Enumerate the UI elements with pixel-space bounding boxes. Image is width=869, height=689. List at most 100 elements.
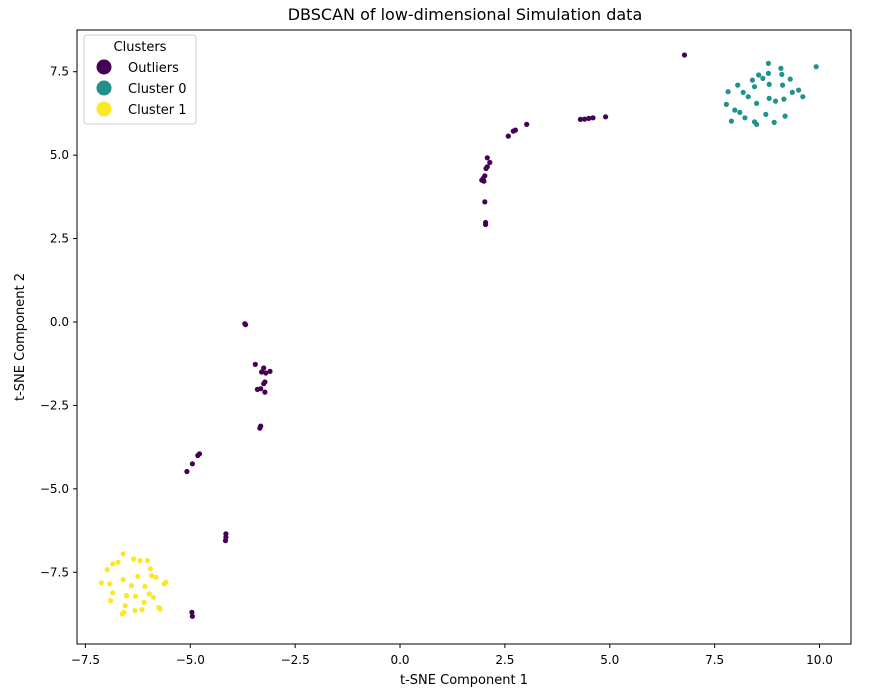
point-cluster-0-13	[725, 89, 731, 95]
point-cluster-1-15	[161, 581, 167, 587]
point-cluster-1-5	[110, 561, 116, 567]
point-cluster-0-25	[737, 109, 743, 115]
point-outliers-38	[184, 468, 190, 475]
point-cluster-0-22	[723, 101, 730, 107]
point-outliers-5	[577, 116, 584, 122]
legend-box	[83, 34, 197, 125]
point-cluster-1-14	[107, 581, 113, 587]
legend-marker-cluster-0	[96, 80, 112, 96]
point-cluster-1-3	[144, 558, 151, 564]
x-axis-ticks: −7.5 −5.0 −2.5 0.0 2.5 5.0 7.5 10.0	[71, 644, 833, 667]
point-cluster-0-7	[760, 75, 766, 81]
point-cluster-0-32	[754, 121, 760, 127]
point-cluster-0-26	[763, 111, 769, 117]
point-cluster-0-23	[754, 100, 760, 106]
x-tick-label: 5.0	[600, 653, 619, 667]
y-axis-label: t-SNE Component 2	[13, 273, 28, 401]
point-cluster-0-15	[796, 87, 802, 93]
point-outliers-4	[582, 116, 588, 122]
point-cluster-0-16	[789, 89, 795, 95]
point-outliers-13	[483, 165, 489, 172]
point-outliers-41	[222, 538, 229, 544]
point-outliers-32	[262, 389, 268, 395]
point-cluster-1-27	[157, 606, 163, 612]
point-outliers-1	[603, 114, 609, 120]
x-tick-label: 7.5	[705, 653, 724, 667]
point-cluster-1-18	[110, 590, 116, 596]
point-cluster-0-31	[771, 119, 777, 125]
y-axis-ticks: −7.5 −5.0 −2.5 0.0 2.5 5.0 7.5	[40, 65, 77, 579]
point-cluster-0-11	[766, 81, 772, 87]
point-cluster-0-28	[742, 115, 748, 121]
point-outliers-9	[505, 133, 511, 139]
x-tick-label: −7.5	[71, 653, 100, 667]
point-cluster-1-10	[153, 574, 159, 580]
point-cluster-1-1	[131, 556, 137, 562]
legend-label-cluster-1: Cluster 1	[128, 103, 187, 118]
legend-label-cluster-0: Cluster 0	[128, 82, 187, 97]
point-cluster-1-16	[128, 583, 135, 589]
point-cluster-0-0	[813, 64, 819, 70]
point-cluster-0-24	[732, 107, 738, 113]
point-cluster-1-4	[115, 559, 121, 565]
y-tick-label: 7.5	[50, 65, 69, 79]
point-outliers-34	[257, 425, 263, 431]
point-cluster-0-29	[728, 118, 735, 124]
point-cluster-0-1	[765, 60, 772, 66]
point-cluster-1-6	[104, 567, 110, 573]
point-cluster-1-28	[132, 608, 138, 614]
y-tick-label: 0.0	[50, 315, 69, 329]
point-outliers-2	[590, 115, 596, 121]
point-outliers-24	[261, 365, 267, 371]
point-outliers-0	[681, 52, 688, 58]
point-outliers-37	[189, 461, 195, 467]
point-outliers-25	[267, 368, 273, 374]
point-outliers-10	[484, 155, 490, 161]
point-cluster-1-21	[133, 593, 139, 599]
legend-title: Clusters	[114, 40, 167, 55]
y-tick-label: 5.0	[50, 148, 69, 162]
point-cluster-0-5	[779, 71, 785, 77]
point-outliers-8	[510, 128, 516, 134]
point-outliers-31	[258, 386, 264, 392]
point-cluster-0-17	[745, 94, 751, 100]
point-cluster-1-25	[122, 603, 128, 609]
legend-label-outliers: Outliers	[128, 61, 179, 76]
x-tick-label: 10.0	[806, 653, 833, 667]
point-outliers-18	[482, 199, 488, 205]
point-cluster-0-14	[740, 89, 746, 95]
point-outliers-36	[195, 452, 201, 459]
point-cluster-0-8	[787, 76, 793, 82]
point-cluster-0-18	[766, 95, 772, 101]
point-cluster-1-13	[98, 580, 104, 586]
point-cluster-0-21	[772, 98, 779, 104]
point-cluster-1-22	[150, 594, 156, 600]
plot-area	[77, 30, 851, 644]
point-outliers-17	[481, 178, 487, 184]
point-outliers-26	[259, 369, 265, 375]
point-cluster-1-0	[120, 551, 126, 557]
point-cluster-1-20	[123, 593, 130, 599]
point-cluster-1-24	[141, 599, 147, 605]
point-outliers-11	[487, 159, 493, 166]
point-outliers-20	[483, 221, 489, 228]
chart-title: DBSCAN of low-dimensional Simulation dat…	[288, 5, 643, 24]
point-cluster-1-7	[147, 566, 153, 572]
point-outliers-6	[524, 121, 530, 127]
x-tick-label: 0.0	[390, 653, 409, 667]
point-cluster-1-19	[146, 591, 152, 597]
point-outliers-42	[189, 609, 195, 615]
y-tick-label: −2.5	[40, 398, 69, 412]
point-cluster-0-19	[781, 96, 787, 102]
point-outliers-29	[261, 381, 267, 387]
point-cluster-0-27	[782, 113, 788, 119]
point-outliers-3	[586, 115, 592, 121]
x-tick-label: 2.5	[495, 653, 514, 667]
x-tick-label: −5.0	[176, 653, 205, 667]
points-layer	[98, 52, 819, 619]
point-cluster-0-4	[765, 70, 772, 76]
plot-frame	[76, 29, 852, 645]
x-tick-label: −2.5	[281, 653, 310, 667]
point-cluster-0-3	[756, 72, 762, 78]
